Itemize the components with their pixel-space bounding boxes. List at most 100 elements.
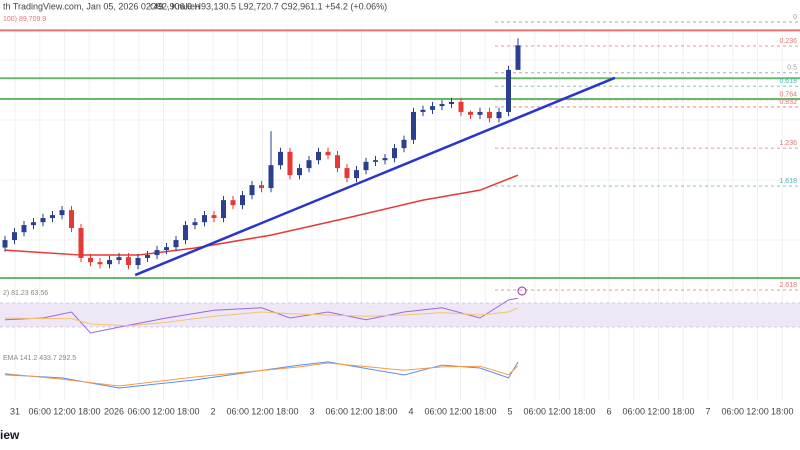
- indicator-line: [4, 362, 519, 387]
- candle-body: [477, 111, 483, 115]
- x-tick-label: 18:00: [672, 406, 695, 416]
- x-tick-label: 18:00: [375, 406, 398, 416]
- x-tick-label: 12:00: [251, 406, 274, 416]
- candle-body: [202, 215, 207, 223]
- candle-body: [145, 255, 150, 258]
- candle-body: [126, 257, 131, 266]
- candle-body: [297, 168, 302, 176]
- x-tick-label: 06:00: [127, 406, 150, 416]
- x-tick-label: 5: [507, 406, 512, 416]
- x-tick-label: 7: [705, 406, 710, 416]
- trend-line: [134, 76, 616, 277]
- fib-label: 0: [793, 14, 797, 21]
- candle-body: [430, 106, 435, 110]
- candle-body: [192, 222, 198, 226]
- header-source: th TradingView.com, Jan 05, 2026 02:49 ·…: [3, 1, 200, 11]
- candle-body: [31, 222, 36, 226]
- fib-label: 0.832: [779, 99, 797, 106]
- current-marker: [517, 286, 527, 296]
- fib-label: 0.236: [779, 38, 797, 45]
- x-tick-label: 06:00: [28, 406, 51, 416]
- header-ma: 100) 89,709.9: [3, 16, 46, 23]
- header-ohlc: O92,906.9 H93,130.5 L92,720.7 C92,961.1 …: [150, 1, 387, 11]
- x-tick-label: 06:00: [226, 406, 249, 416]
- candle-body: [59, 210, 65, 216]
- x-tick-label: 18:00: [276, 406, 299, 416]
- candle-body: [325, 151, 331, 156]
- candle-body: [344, 168, 350, 179]
- candle-body: [420, 109, 426, 112]
- candle-body: [88, 257, 93, 263]
- brand: iew: [0, 428, 20, 442]
- fib-label: 1.618: [779, 178, 797, 185]
- candle-body: [287, 151, 293, 176]
- candle-body: [487, 111, 492, 119]
- candle-body: [154, 250, 160, 256]
- candle-body: [50, 215, 55, 219]
- x-tick-label: 12:00: [449, 406, 472, 416]
- x-tick-label: 6: [606, 406, 611, 416]
- x-tick-label: 12:00: [647, 406, 670, 416]
- candle-body: [335, 155, 340, 169]
- indicator-line: [4, 361, 519, 389]
- candle-body: [392, 148, 397, 159]
- candle-body: [164, 247, 169, 251]
- x-tick-label: 06:00: [622, 406, 645, 416]
- x-tick-label: 12:00: [548, 406, 571, 416]
- x-tick-label: 18:00: [771, 406, 794, 416]
- candle-body: [316, 151, 321, 161]
- candle-body: [278, 151, 283, 166]
- x-tick-label: 2: [210, 406, 215, 416]
- candle-body: [97, 262, 103, 265]
- candle-body: [135, 257, 141, 266]
- candle-body: [78, 228, 84, 258]
- candle-body: [468, 111, 473, 115]
- x-tick-label: 4: [408, 406, 413, 416]
- fib-label: 0.764: [779, 92, 797, 99]
- x-tick-label: 2026: [104, 406, 124, 416]
- candle-body: [240, 195, 245, 206]
- x-tick-label: 31: [10, 406, 20, 416]
- candle-body: [506, 69, 511, 112]
- candle-body: [183, 225, 188, 241]
- indicator-line: [4, 307, 519, 327]
- x-tick-label: 12:00: [53, 406, 76, 416]
- panel-legend: EMA 141.2 433.7 292.5: [3, 355, 76, 362]
- candle-body: [40, 218, 46, 223]
- candle-body: [354, 170, 359, 179]
- x-tick-label: 06:00: [325, 406, 348, 416]
- candle-body: [373, 160, 378, 162]
- x-tick-label: 06:00: [523, 406, 546, 416]
- candle-body: [116, 257, 122, 261]
- fib-label: 1.236: [779, 140, 797, 147]
- candle-body: [439, 104, 445, 107]
- candle-body: [173, 240, 179, 248]
- x-tick-label: 12:00: [746, 406, 769, 416]
- candle-body: [411, 111, 416, 140]
- candle-body: [401, 139, 407, 149]
- candle-body: [363, 161, 369, 171]
- x-tick-label: 06:00: [424, 406, 447, 416]
- x-tick-label: 18:00: [474, 406, 497, 416]
- candle-body: [249, 185, 255, 196]
- x-tick-label: 12:00: [350, 406, 373, 416]
- candle-body: [221, 200, 226, 219]
- candle-body: [69, 210, 74, 229]
- candle-body: [259, 185, 264, 189]
- x-tick-label: 18:00: [573, 406, 596, 416]
- candle-body: [211, 215, 217, 219]
- candle-body: [2, 240, 8, 248]
- candle-body: [107, 260, 112, 265]
- fib-label: 2.618: [779, 282, 797, 289]
- candle-body: [230, 200, 236, 206]
- x-tick-label: 18:00: [78, 406, 101, 416]
- x-tick-label: 18:00: [177, 406, 200, 416]
- candle-body: [515, 45, 521, 70]
- fib-label: 0.5: [787, 65, 797, 72]
- x-tick-label: 3: [309, 406, 314, 416]
- candle-body: [268, 165, 274, 189]
- x-tick-label: 12:00: [152, 406, 175, 416]
- candle-body: [12, 232, 17, 241]
- candle-body: [458, 101, 464, 112]
